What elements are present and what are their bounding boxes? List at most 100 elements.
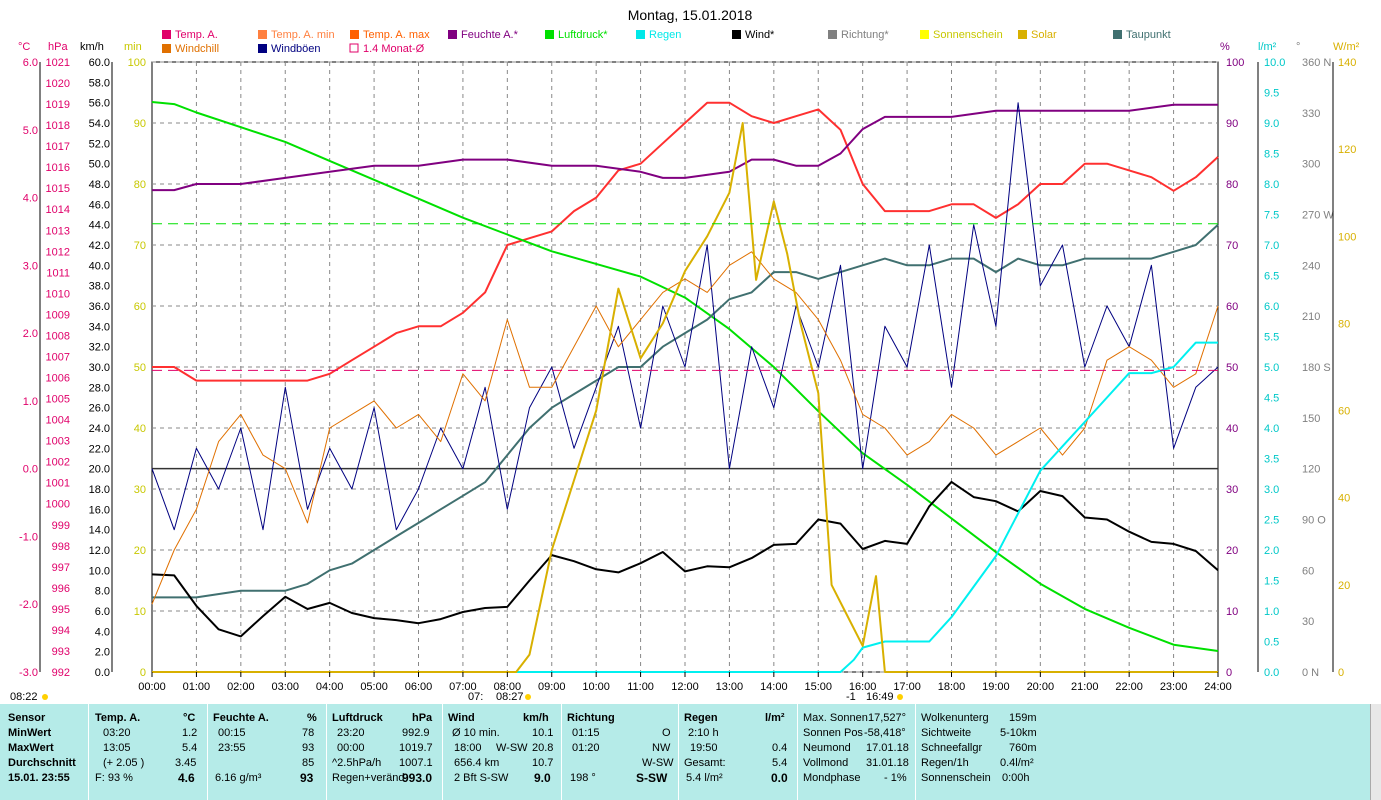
y-tick-label: 120 bbox=[1338, 144, 1356, 156]
y-tick-label: 5.0 bbox=[23, 125, 38, 137]
dir-now-deg: 198 ° bbox=[570, 772, 596, 784]
temp-avg-val: 3.45 bbox=[175, 757, 197, 769]
x-tick-label: 09:00 bbox=[538, 681, 566, 693]
press-min-val: 992.9 bbox=[402, 727, 430, 739]
y-tick-label: 1005 bbox=[46, 394, 70, 406]
snowline-label: Schneefallgr bbox=[921, 742, 983, 754]
y-tick-label: 32.0 bbox=[89, 342, 110, 354]
y-tick-label: 20 bbox=[1338, 580, 1350, 592]
dir-v1: O bbox=[662, 727, 671, 739]
hum-avg-val: 85 bbox=[302, 757, 315, 769]
legend-label: Wind* bbox=[745, 29, 775, 41]
temp-now-val: 4.6 bbox=[178, 771, 195, 785]
unit-label: km/h bbox=[80, 41, 104, 53]
row-avg-label: Durchschnitt bbox=[8, 757, 76, 769]
legend-swatch bbox=[258, 44, 267, 53]
y-tick-label: 1000 bbox=[46, 499, 70, 511]
y-tick-label: 9.5 bbox=[1264, 88, 1279, 100]
sensor-header: Sensor bbox=[8, 712, 46, 724]
y-tick-label: 330 bbox=[1302, 108, 1320, 120]
legend-swatch bbox=[448, 30, 457, 39]
press-max-time: 00:00 bbox=[337, 742, 365, 754]
temp-min-time: 03:20 bbox=[103, 727, 131, 739]
y-tick-label: 44.0 bbox=[89, 220, 110, 232]
y-tick-label: 1004 bbox=[46, 415, 70, 427]
cloud-val: 159m bbox=[1009, 712, 1037, 724]
y-tick-label: 38.0 bbox=[89, 281, 110, 293]
wind-dist-val: 10.7 bbox=[532, 757, 554, 769]
y-tick-label: 40 bbox=[1338, 493, 1350, 505]
fullmoon-val: 31.01.18 bbox=[866, 757, 909, 769]
sunrise-marker: 07: bbox=[468, 691, 483, 703]
legend-label: Solar bbox=[1031, 29, 1057, 41]
hum-now-val: 93 bbox=[300, 771, 314, 785]
y-tick-label: 6.0 bbox=[95, 606, 110, 618]
rain-total-val: 5.4 bbox=[772, 757, 788, 769]
temp-now-humidity: F: 93 % bbox=[95, 772, 133, 784]
rain-header: Regen bbox=[684, 712, 718, 724]
y-tick-label: 1013 bbox=[46, 225, 70, 237]
sunset-time: 16:49 bbox=[866, 691, 894, 703]
y-tick-label: 7.0 bbox=[1264, 240, 1279, 252]
y-tick-label: 999 bbox=[52, 520, 70, 532]
y-tick-label: 1006 bbox=[46, 373, 70, 385]
rain1h-label: Regen/1h bbox=[921, 757, 969, 769]
y-tick-label: 6.5 bbox=[1264, 271, 1279, 283]
hum-unit: % bbox=[307, 712, 317, 724]
y-tick-label: 46.0 bbox=[89, 199, 110, 211]
moonphase-val: - 1% bbox=[884, 772, 907, 784]
y-tick-label: 360 N bbox=[1302, 57, 1331, 69]
panel-scrollbar[interactable] bbox=[1370, 704, 1381, 800]
divider bbox=[326, 704, 327, 800]
legend-label: Temp. A. max bbox=[363, 29, 430, 41]
dir-now-val: S-SW bbox=[636, 771, 668, 785]
cloud-label: Wolkenunterg bbox=[921, 712, 989, 724]
y-tick-label: 4.0 bbox=[1264, 423, 1279, 435]
legend-swatch bbox=[349, 43, 359, 53]
legend-swatch bbox=[258, 30, 267, 39]
axis-units: °C hPa km/h min% l/m² ° W/m² bbox=[18, 41, 1360, 53]
rain-total-label: Gesamt: bbox=[684, 757, 726, 769]
x-tick-label: 18:00 bbox=[938, 681, 966, 693]
y-tick-label: 1.0 bbox=[23, 396, 38, 408]
y-tick-label: 1012 bbox=[46, 246, 70, 258]
series-line bbox=[152, 341, 1218, 673]
x-tick-label: 14:00 bbox=[760, 681, 788, 693]
series-line bbox=[151, 251, 1219, 605]
temp-avg-change: (+ 2.05 ) bbox=[103, 757, 145, 769]
y-tick-label: 80 bbox=[134, 179, 146, 191]
unit-label: min bbox=[124, 41, 142, 53]
wind-now-val: 9.0 bbox=[534, 771, 551, 785]
unit-label: hPa bbox=[48, 41, 68, 53]
wind-unit: km/h bbox=[523, 712, 549, 724]
legend-swatch bbox=[162, 30, 171, 39]
y-tick-label: 16.0 bbox=[89, 504, 110, 516]
x-tick-label: 06:00 bbox=[405, 681, 433, 693]
y-tick-label: 90 bbox=[1226, 118, 1238, 130]
sunset-dot bbox=[897, 694, 903, 700]
left-axes: 6.05.04.03.02.01.00.0-1.0-2.0-3.01021102… bbox=[19, 57, 146, 679]
unit-label: W/m² bbox=[1333, 41, 1360, 53]
y-tick-label: 270 W bbox=[1302, 210, 1334, 222]
wind-avg10-label: Ø 10 min. bbox=[452, 727, 500, 739]
legend-swatch bbox=[1113, 30, 1122, 39]
y-tick-label: 100 bbox=[1226, 57, 1244, 69]
y-tick-label: 0 bbox=[1338, 667, 1344, 679]
legend: Temp. A. Temp. A. min Temp. A. max Feuchte … bbox=[162, 29, 1171, 55]
dir-header: Richtung bbox=[567, 712, 615, 724]
series-line bbox=[151, 101, 1219, 652]
y-tick-label: 0.0 bbox=[95, 667, 110, 679]
dir-t1: 01:15 bbox=[572, 727, 600, 739]
unit-label: °C bbox=[18, 41, 30, 53]
legend-swatch bbox=[350, 30, 359, 39]
y-tick-label: 995 bbox=[52, 604, 70, 616]
x-tick-label: 19:00 bbox=[982, 681, 1010, 693]
chart-title: Montag, 15.01.2018 bbox=[628, 7, 753, 23]
y-tick-label: 1003 bbox=[46, 436, 70, 448]
y-tick-label: 20 bbox=[134, 545, 146, 557]
y-tick-label: 48.0 bbox=[89, 179, 110, 191]
series-layer bbox=[151, 101, 1219, 673]
y-tick-label: 3.0 bbox=[1264, 484, 1279, 496]
series-line bbox=[152, 103, 1218, 192]
legend-label: Temp. A. min bbox=[271, 29, 335, 41]
